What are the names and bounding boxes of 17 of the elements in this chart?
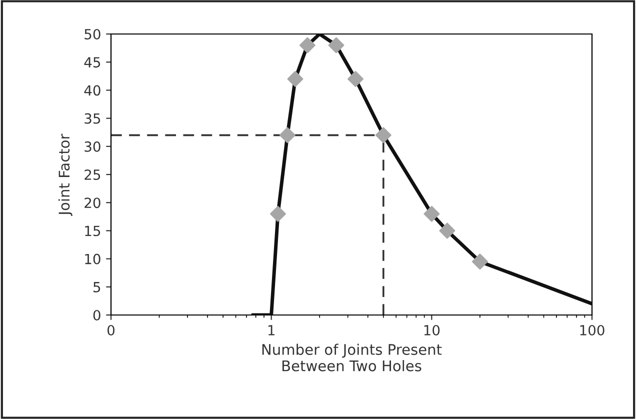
y-axis-title: Joint Factor bbox=[58, 134, 72, 216]
y-tick-label: 25 bbox=[84, 169, 100, 180]
y-tick-label: 10 bbox=[85, 254, 100, 264]
x-tick-label: 0 bbox=[107, 324, 114, 336]
x-tick-label: 100 bbox=[580, 324, 604, 336]
y-tick-label: 45 bbox=[84, 57, 100, 68]
y-tick-label: 50 bbox=[84, 28, 100, 40]
y-tick-label: 15 bbox=[85, 226, 100, 236]
y-tick-label: 20 bbox=[84, 198, 100, 208]
y-tick-label: 35 bbox=[84, 113, 100, 124]
y-tick-label: 5 bbox=[94, 282, 100, 292]
y-tick-label: 0 bbox=[93, 310, 100, 320]
y-tick-label: 40 bbox=[84, 85, 100, 96]
x-axis-title: Number of Joints Present Between Two Holes bbox=[262, 344, 442, 372]
x-tick-label: 1 bbox=[268, 325, 274, 336]
y-tick-label: 30 bbox=[84, 141, 100, 152]
x-tick-label: 10 bbox=[424, 324, 440, 336]
